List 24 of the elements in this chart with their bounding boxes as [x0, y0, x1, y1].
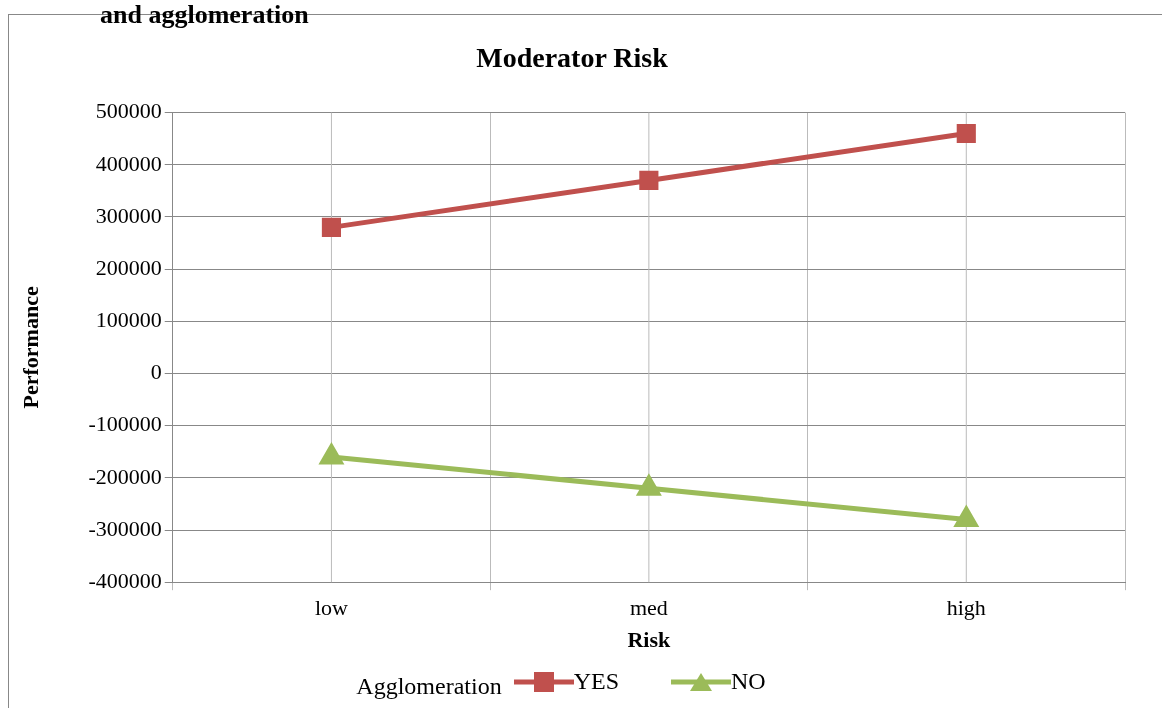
- x-tick-label: high: [946, 595, 986, 621]
- point: [636, 473, 662, 496]
- x-axis-title: Risk: [627, 627, 672, 653]
- y-axis-title: Performance: [17, 286, 43, 409]
- y-tick-label: -400000: [88, 567, 162, 593]
- y-tick-label: -200000: [88, 463, 162, 489]
- x-tick-label: med: [629, 595, 668, 621]
- y-tick-label: 300000: [95, 202, 162, 228]
- y-tick-label: 200000: [95, 254, 162, 280]
- y-tick-label: -300000: [88, 515, 162, 541]
- point: [639, 170, 659, 190]
- legend-label: YES: [573, 668, 619, 695]
- point: [321, 217, 342, 237]
- text: and agglomeration: [100, 0, 309, 30]
- chart-title: Moderator Risk: [476, 42, 669, 74]
- y-tick-label: -100000: [88, 411, 162, 437]
- y-tick-label: 0: [150, 359, 162, 385]
- legend-label: NO: [730, 668, 766, 695]
- point: [956, 123, 976, 144]
- y-tick-label: 400000: [95, 150, 162, 176]
- y-tick-label: 100000: [95, 307, 162, 333]
- y-tick-label: 500000: [95, 98, 162, 124]
- x-tick-label: low: [314, 595, 349, 621]
- legend-title: Agglomeration: [356, 672, 502, 699]
